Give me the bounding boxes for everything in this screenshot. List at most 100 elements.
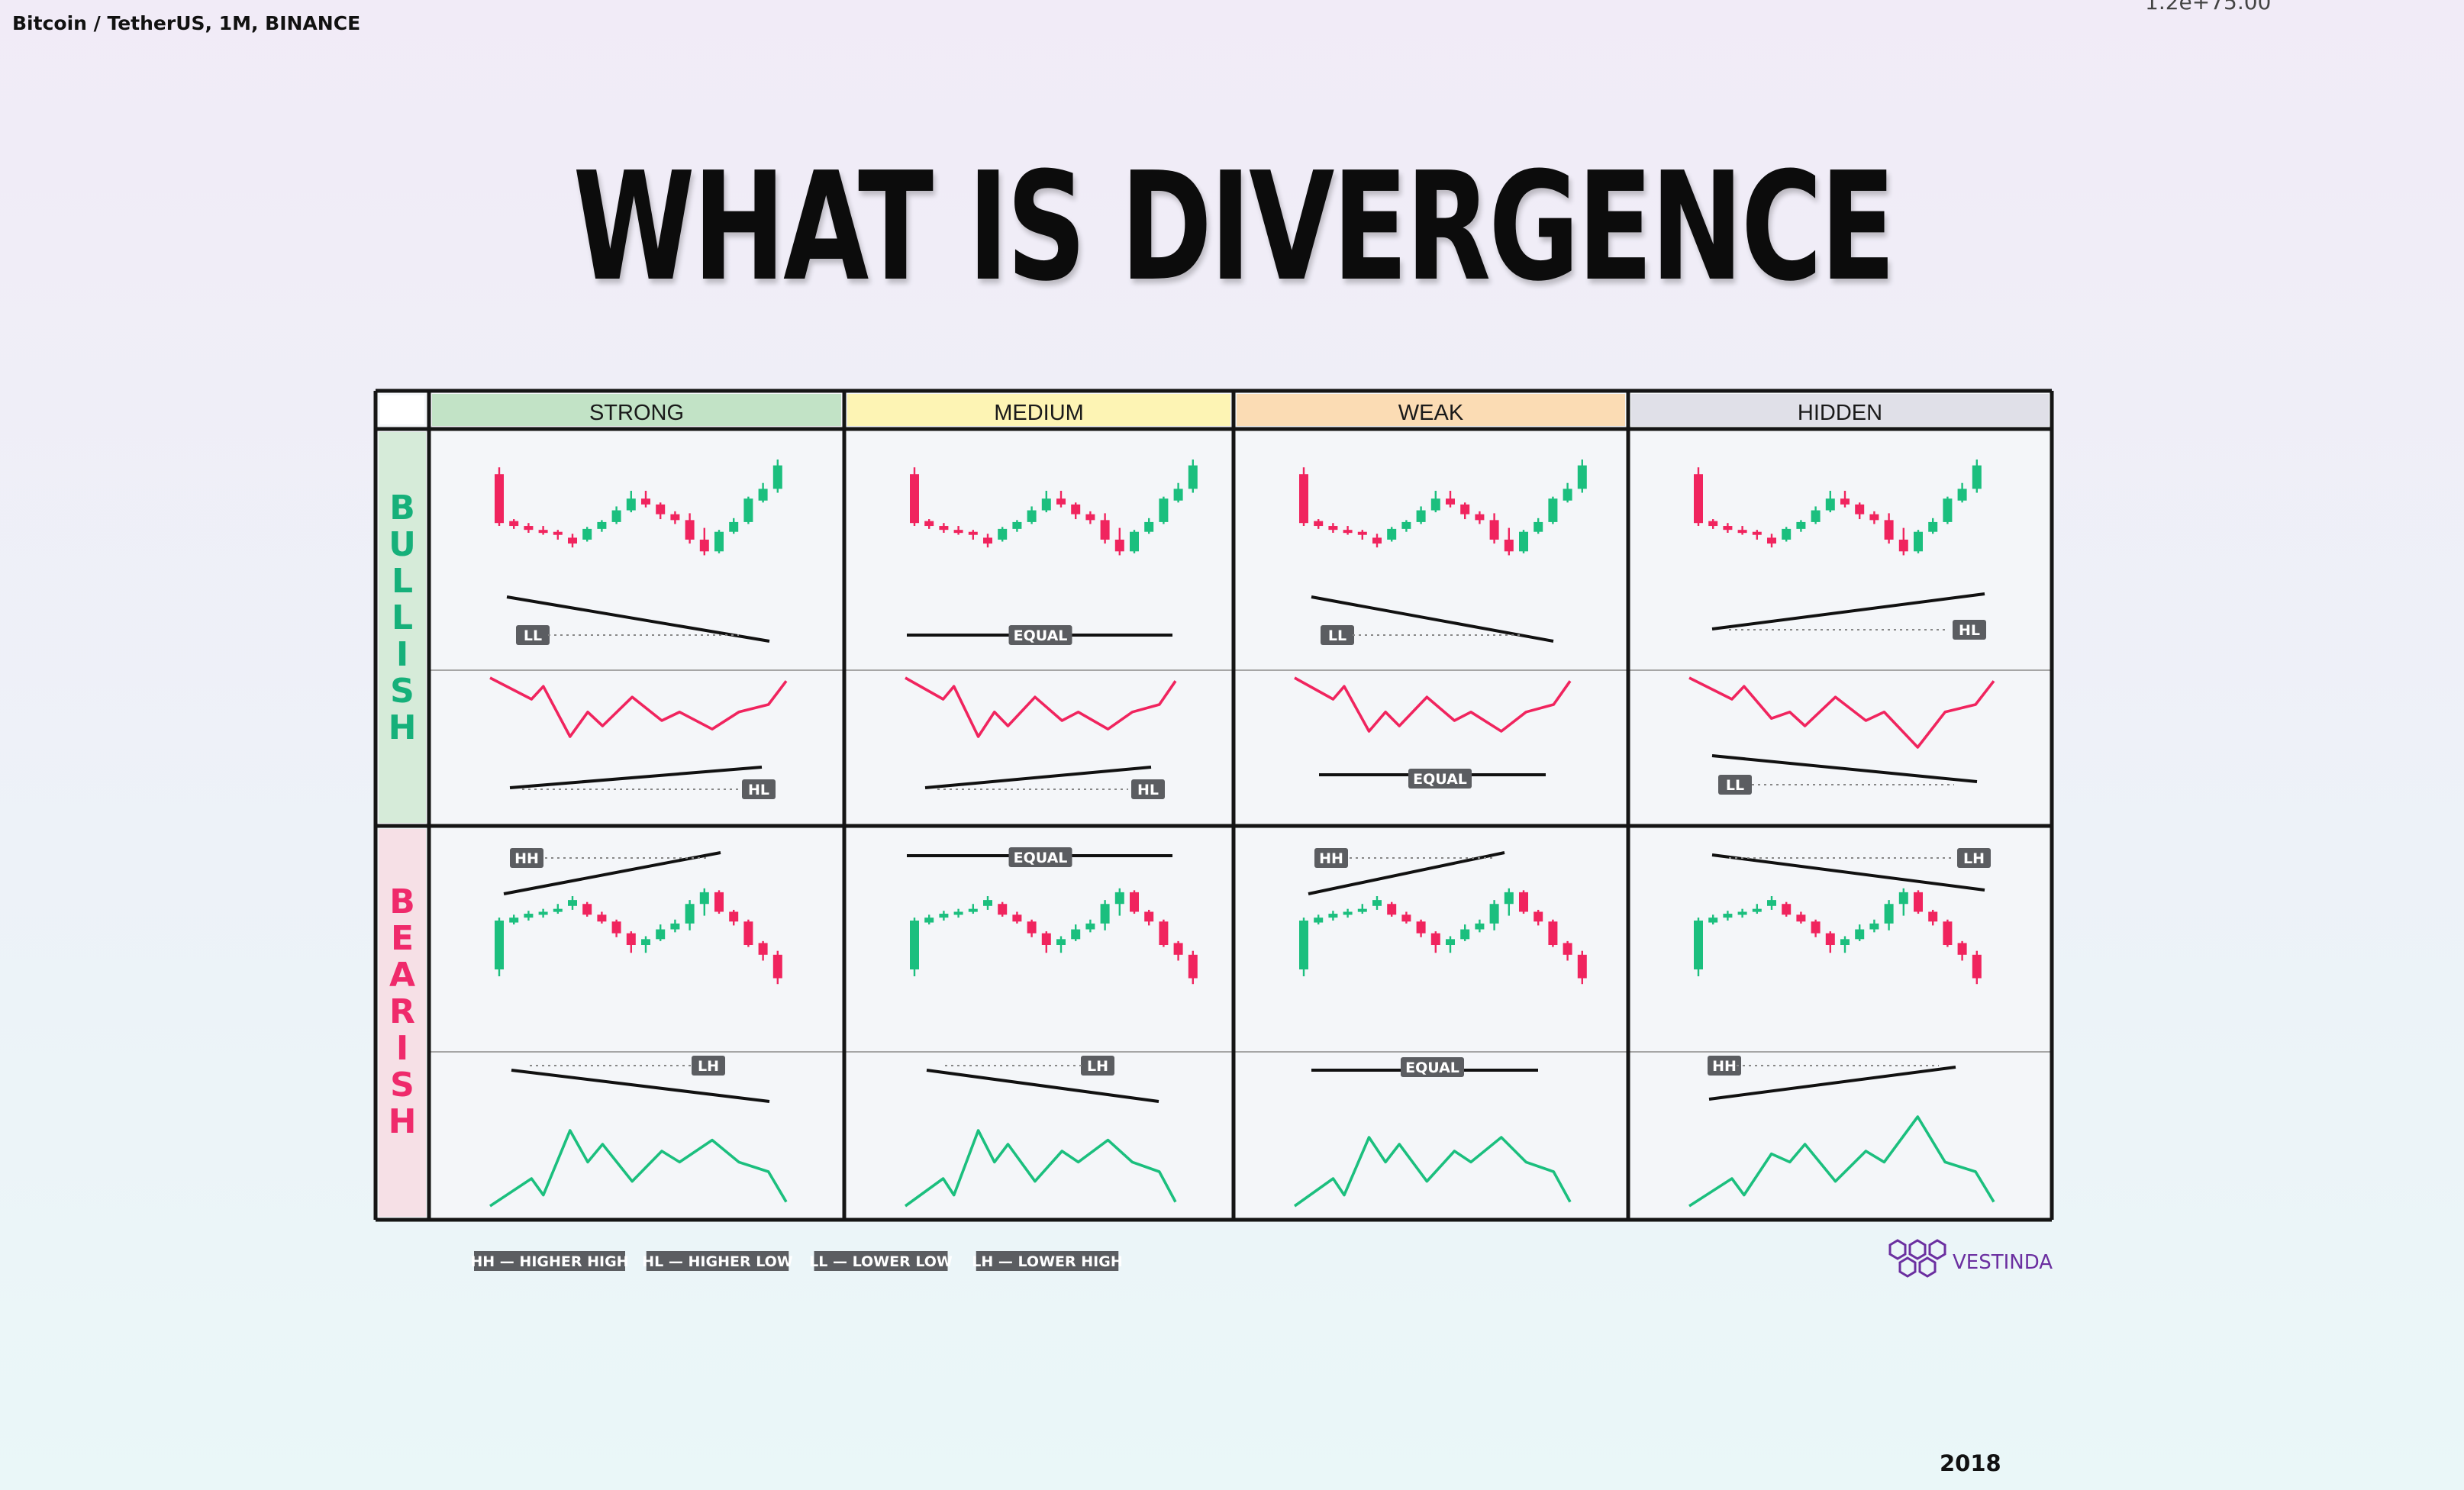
badge-label: HL bbox=[1137, 782, 1159, 798]
indicator-line bbox=[1293, 1136, 1572, 1208]
trend-line bbox=[503, 851, 721, 895]
candle-body bbox=[1548, 498, 1558, 522]
candle-body bbox=[656, 929, 666, 940]
candle-body bbox=[1504, 892, 1514, 905]
candle-body bbox=[1372, 900, 1382, 906]
badge-label: HL bbox=[1959, 622, 1980, 639]
trend-line bbox=[1711, 754, 1978, 783]
chart-symbol-label: Bitcoin / TetherUS, 1M, BINANCE bbox=[12, 12, 361, 34]
candle-body bbox=[1548, 921, 1558, 945]
candle-body bbox=[998, 904, 1008, 915]
candle-body bbox=[772, 954, 782, 979]
badge-bg bbox=[1008, 625, 1072, 645]
candle-body bbox=[953, 530, 963, 534]
candle-body bbox=[1767, 537, 1776, 544]
candle-body bbox=[1012, 914, 1022, 922]
candle-body bbox=[1299, 474, 1308, 524]
candle-body bbox=[1387, 904, 1397, 915]
badge-bg bbox=[516, 625, 550, 645]
candle-body bbox=[685, 904, 695, 924]
candle-body bbox=[1737, 911, 1747, 915]
candle-body bbox=[1357, 908, 1367, 912]
trend-line bbox=[1308, 851, 1505, 895]
page-title: WHAT IS DIVERGENCE bbox=[572, 140, 1896, 314]
logo-hex bbox=[1898, 1256, 1917, 1278]
candle-body bbox=[1416, 510, 1426, 522]
candle-body bbox=[1782, 904, 1792, 915]
candle-body bbox=[1519, 531, 1528, 552]
badge-bg bbox=[1401, 1057, 1464, 1077]
badge-label: LH bbox=[1087, 1058, 1108, 1075]
candle-body bbox=[968, 531, 978, 535]
candle-body bbox=[1130, 892, 1139, 912]
candle-body bbox=[1328, 914, 1338, 918]
legend-badge-bg bbox=[814, 1251, 948, 1271]
candle-body bbox=[1884, 904, 1894, 924]
candle-body bbox=[729, 911, 739, 922]
bearish-cell-strong: HH LH bbox=[489, 848, 788, 1208]
candle-body bbox=[626, 498, 636, 511]
candle-body bbox=[495, 474, 504, 524]
column-header-label: WEAK bbox=[1398, 401, 1464, 425]
legend-item: HL — HIGHER LOW bbox=[642, 1251, 793, 1271]
candle-body bbox=[553, 908, 563, 912]
candle-body bbox=[758, 489, 768, 501]
legend-badge-label: LH — LOWER HIGH bbox=[972, 1253, 1122, 1270]
candle-body bbox=[1071, 929, 1081, 940]
badge-bg bbox=[1314, 848, 1348, 868]
trend-line bbox=[509, 766, 763, 789]
candle-body bbox=[1314, 918, 1324, 923]
candle-body bbox=[968, 908, 978, 912]
candle-body bbox=[1446, 498, 1455, 505]
bullish-cell-weak: LL EQUAL bbox=[1294, 460, 1587, 789]
candle-body bbox=[1475, 923, 1485, 930]
candle-body bbox=[1884, 520, 1894, 540]
trend-line bbox=[1708, 1066, 1956, 1101]
candle-body bbox=[1504, 539, 1514, 552]
candle-body bbox=[743, 921, 753, 945]
candle-body bbox=[924, 918, 934, 923]
candle-body bbox=[1357, 531, 1367, 535]
candle-body bbox=[495, 921, 504, 969]
candle-body bbox=[1173, 489, 1183, 501]
badge-label: HL bbox=[748, 782, 769, 798]
candle-body bbox=[641, 939, 650, 945]
candle-body bbox=[538, 911, 548, 915]
candle-body bbox=[1188, 954, 1198, 979]
candle-body bbox=[1737, 530, 1747, 534]
indicator-line bbox=[489, 676, 788, 738]
grid-background bbox=[376, 391, 2052, 1220]
candle-body bbox=[1825, 498, 1835, 511]
bullish-cell-medium: EQUAL HL bbox=[905, 460, 1198, 799]
badge-bg bbox=[1081, 1056, 1114, 1076]
legend-item: LL — LOWER LOW bbox=[809, 1251, 953, 1271]
candle-body bbox=[597, 914, 607, 922]
badge-bg bbox=[692, 1056, 725, 1076]
row-header-letter: H bbox=[389, 1102, 417, 1141]
bearish-cell-medium: EQUAL LH bbox=[904, 847, 1198, 1208]
logo-hex bbox=[1928, 1239, 1946, 1260]
candle-body bbox=[568, 900, 577, 906]
candle-body bbox=[626, 933, 636, 945]
candle-body bbox=[1796, 521, 1806, 529]
candle-body bbox=[670, 514, 680, 521]
badge-bg bbox=[1131, 779, 1165, 799]
candle-body bbox=[1972, 465, 1982, 489]
row-header-letter: E bbox=[391, 919, 414, 958]
candle-body bbox=[1811, 921, 1821, 934]
row-header-letter: H bbox=[389, 708, 417, 747]
candle-body bbox=[1041, 933, 1051, 945]
row-header-letter: A bbox=[389, 956, 415, 995]
candle-body bbox=[1928, 521, 1938, 532]
candle-body bbox=[1387, 528, 1397, 540]
indicator-line bbox=[1294, 676, 1572, 733]
badge-label: LL bbox=[1726, 777, 1744, 794]
candle-body bbox=[509, 918, 519, 923]
candle-body bbox=[1972, 954, 1982, 979]
trend-line bbox=[511, 1069, 770, 1103]
candle-body bbox=[983, 537, 992, 544]
row-header-letter: S bbox=[390, 1066, 414, 1105]
candle-body bbox=[1430, 933, 1440, 945]
candle-body bbox=[1563, 489, 1572, 501]
legend-badge-label: HL — HIGHER LOW bbox=[642, 1253, 793, 1270]
